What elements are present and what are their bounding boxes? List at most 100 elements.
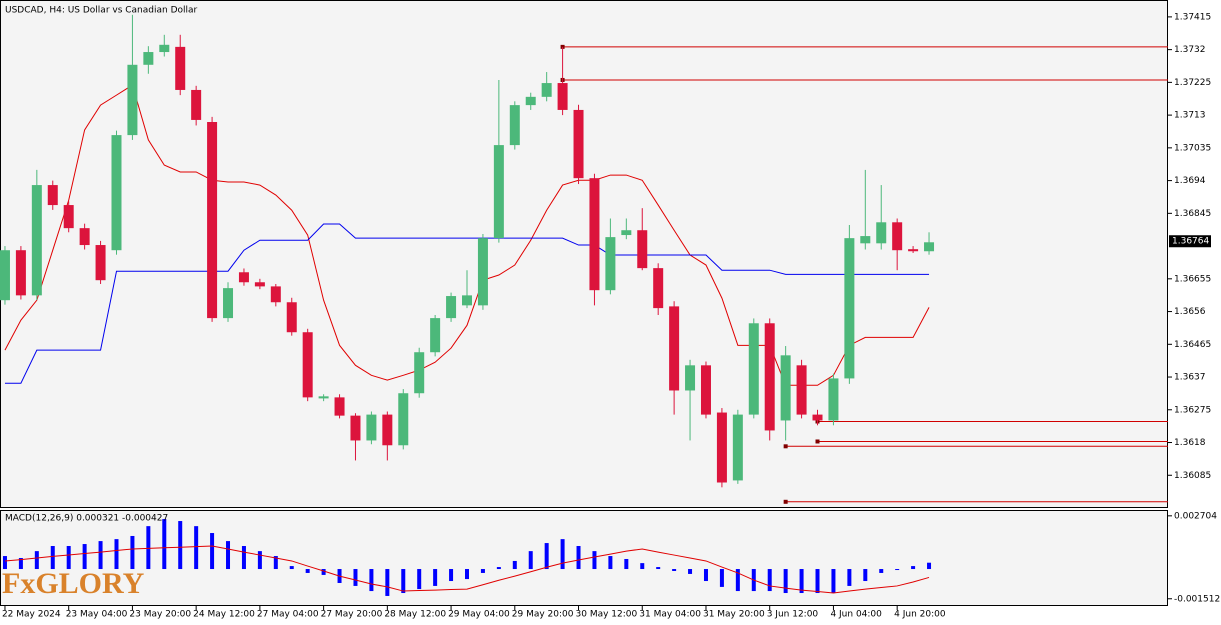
macd-bar <box>178 521 183 570</box>
candle-body <box>366 414 377 441</box>
macd-bar <box>289 566 294 570</box>
macd-bar <box>783 569 788 594</box>
macd-bar <box>50 546 55 570</box>
y-tick-label: 1.37415 <box>1174 12 1211 22</box>
x-tick-label: 4 Jun 04:00 <box>830 610 882 620</box>
candle-body <box>653 268 664 309</box>
macd-bar <box>130 535 135 570</box>
macd-bar <box>688 569 693 574</box>
macd-bar <box>672 569 677 571</box>
candle-body <box>302 332 313 398</box>
macd-bar <box>241 546 246 570</box>
candle-body <box>876 222 887 244</box>
candle-body <box>159 44 170 53</box>
y-tick-label: 1.3656 <box>1174 307 1206 317</box>
macd-bar <box>895 569 900 571</box>
candle-body <box>111 135 122 251</box>
candle-body <box>414 352 425 394</box>
x-tick-label: 3 Jun 12:00 <box>767 610 819 620</box>
last-price-label: 1.36764 <box>1172 237 1209 247</box>
candle-body <box>605 237 616 291</box>
macd-bar <box>98 541 103 570</box>
candle-body <box>860 236 871 244</box>
macd-bar <box>417 569 422 590</box>
macd-bar <box>146 526 151 570</box>
x-tick-label: 23 May 20:00 <box>129 610 191 620</box>
candle-body <box>430 318 441 353</box>
macd-bar <box>401 569 406 594</box>
macd-bar <box>927 562 932 570</box>
last-price-box <box>1169 235 1211 248</box>
x-tick-label: 27 May 20:00 <box>321 610 383 620</box>
candle-body <box>748 323 759 415</box>
y-tick-label: 1.37225 <box>1174 78 1211 88</box>
candle-body <box>223 288 234 319</box>
candle-body <box>828 378 839 421</box>
macd-bar <box>767 569 772 592</box>
y-tick-label: -0.001512 <box>1174 594 1220 604</box>
macd-bar <box>82 544 87 570</box>
candle-body <box>732 414 743 481</box>
x-tick-label: 22 May 2024 <box>2 610 61 620</box>
macd-bar <box>879 569 884 573</box>
candle-body <box>573 109 584 179</box>
macd-bar <box>735 569 740 592</box>
macd-bar <box>480 569 485 573</box>
macd-bar <box>656 567 661 570</box>
candle-body <box>477 238 488 306</box>
candle-body <box>334 397 345 416</box>
macd-bar <box>385 569 390 596</box>
macd-bar <box>305 569 310 573</box>
macd-bar <box>162 519 167 570</box>
macd-bar <box>210 533 215 570</box>
y-tick-label: 1.3637 <box>1174 373 1206 383</box>
macd-bar <box>911 566 916 570</box>
candle-body <box>525 96 536 106</box>
candle-body <box>892 222 903 251</box>
y-tick-label: 1.3732 <box>1174 45 1206 55</box>
macd-bar <box>465 569 469 580</box>
candle-body <box>207 122 218 319</box>
candle-body <box>669 306 680 391</box>
macd-title: MACD(12,26,9) 0.000321 -0.000427 <box>5 514 168 524</box>
y-tick-label: 1.36275 <box>1174 405 1211 415</box>
macd-bar <box>353 569 358 586</box>
indicator-line <box>4 84 930 386</box>
candle-body <box>924 242 935 252</box>
candle-body <box>541 83 552 97</box>
x-tick-label: 29 May 20:00 <box>512 610 574 620</box>
y-tick-label: 1.37035 <box>1174 143 1211 153</box>
candle-body <box>509 105 520 146</box>
macd-bar <box>18 558 23 570</box>
candle-body <box>143 52 154 65</box>
macd-panel <box>0 510 1168 606</box>
candle-body <box>446 296 457 319</box>
candle-body <box>908 249 919 252</box>
macd-bar <box>273 556 278 570</box>
candle-body <box>318 396 329 399</box>
macd-bar <box>799 569 804 594</box>
candle-body <box>685 365 696 391</box>
x-tick-label: 24 May 12:00 <box>193 610 255 620</box>
signal-line <box>4 545 930 594</box>
macd-bar <box>433 569 438 586</box>
y-tick-label: 1.36085 <box>1174 471 1211 481</box>
macd-bar <box>576 546 581 570</box>
macd-bar <box>66 546 71 570</box>
candle-body <box>254 282 265 287</box>
candle-body <box>270 286 281 303</box>
candle-body <box>844 238 855 379</box>
candle-body <box>47 185 58 206</box>
y-tick-label: 1.36845 <box>1174 209 1211 219</box>
macd-bar <box>114 539 119 570</box>
candle-body <box>95 245 106 281</box>
candle-body <box>15 250 26 296</box>
macd-bar <box>608 556 613 570</box>
x-tick-label: 28 May 12:00 <box>384 610 446 620</box>
macd-bar <box>369 569 374 592</box>
candle-body <box>0 250 10 301</box>
candle-body <box>350 415 361 441</box>
candle-body <box>796 365 807 415</box>
y-tick-label: 1.3618 <box>1174 438 1206 448</box>
macd-bar <box>592 551 597 570</box>
